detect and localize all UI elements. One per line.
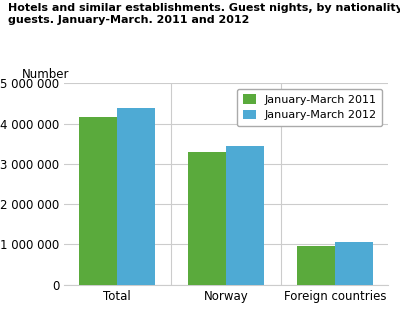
Bar — [117, 108, 155, 285]
Bar — [79, 117, 117, 285]
Legend: January-March 2011, January-March 2012: January-March 2011, January-March 2012 — [237, 89, 382, 126]
Bar — [297, 246, 335, 285]
Text: Hotels and similar establishments. Guest nights, by nationality of the
guests. J: Hotels and similar establishments. Guest… — [8, 3, 400, 25]
Text: Number: Number — [22, 68, 69, 81]
Bar — [226, 146, 264, 285]
Bar — [335, 242, 373, 285]
Bar — [188, 152, 226, 285]
